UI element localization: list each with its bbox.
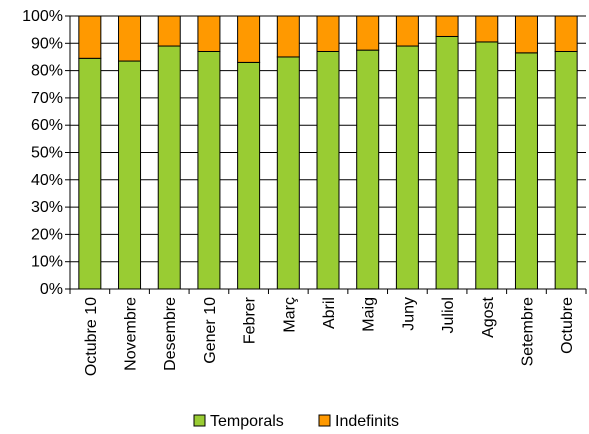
x-tick-label: Febrer bbox=[242, 296, 259, 344]
bar-temporals-6 bbox=[316, 50, 340, 290]
legend-label-indefinits: Indefinits bbox=[335, 413, 399, 430]
x-tick-label: Desembre bbox=[162, 297, 179, 371]
y-tick-label: 90% bbox=[31, 35, 63, 52]
x-tick-label: Novembre bbox=[123, 297, 140, 371]
bar-temporals-11 bbox=[514, 52, 538, 290]
y-tick-label: 50% bbox=[31, 145, 63, 162]
y-tick-label: 30% bbox=[31, 199, 63, 216]
y-tick-label: 10% bbox=[31, 254, 63, 271]
y-tick-labels: 0% 10% 20% 30% 40% 50% 60% 70% 80% 90% 100% bbox=[22, 8, 63, 298]
bar-indefinits-11 bbox=[514, 15, 538, 54]
y-tick-label: 70% bbox=[31, 90, 63, 107]
bar-temporals-9 bbox=[435, 35, 459, 290]
axes bbox=[65, 15, 587, 294]
y-tick-label: 20% bbox=[31, 226, 63, 243]
bar-indefinits-2 bbox=[157, 15, 181, 47]
x-tick-label: Gener 10 bbox=[202, 297, 219, 364]
x-tick-label: Agost bbox=[480, 296, 497, 337]
legend: Temporals Indefinits bbox=[193, 413, 399, 430]
bar-indefinits-4 bbox=[237, 15, 261, 63]
y-tick-label: 0% bbox=[40, 281, 63, 298]
bar-temporals-3 bbox=[197, 50, 221, 290]
bars bbox=[78, 15, 578, 290]
bar-indefinits-12 bbox=[554, 15, 578, 52]
bar-indefinits-10 bbox=[475, 15, 499, 43]
bar-temporals-5 bbox=[276, 56, 300, 290]
x-tick-label: Maig bbox=[361, 297, 378, 332]
bar-indefinits-0 bbox=[78, 15, 102, 59]
bar-temporals-4 bbox=[237, 61, 261, 290]
y-tick-label: 40% bbox=[31, 172, 63, 189]
bar-indefinits-7 bbox=[356, 15, 380, 51]
x-tick-label: Setembre bbox=[519, 297, 536, 366]
bar-indefinits-8 bbox=[395, 15, 419, 47]
legend-swatch-temporals bbox=[193, 414, 206, 427]
bar-indefinits-1 bbox=[118, 15, 142, 62]
bar-indefinits-9 bbox=[435, 15, 459, 37]
bar-temporals-12 bbox=[554, 50, 578, 290]
y-tick-label: 100% bbox=[22, 8, 63, 25]
bar-temporals-1 bbox=[118, 60, 142, 290]
x-tick-label: Abril bbox=[321, 297, 338, 329]
bar-indefinits-6 bbox=[316, 15, 340, 52]
bar-indefinits-3 bbox=[197, 15, 221, 52]
bar-temporals-0 bbox=[78, 57, 102, 290]
bar-temporals-2 bbox=[157, 45, 181, 290]
bar-temporals-7 bbox=[356, 49, 380, 290]
x-tick-label: Octubre 10 bbox=[83, 297, 100, 376]
x-tick-label: Març bbox=[281, 297, 298, 333]
bar-temporals-10 bbox=[475, 41, 499, 290]
x-tick-labels: Octubre 10 Novembre Desembre Gener 10 Febrer… bbox=[83, 296, 576, 376]
y-tick-label: 60% bbox=[31, 117, 63, 134]
bar-temporals-8 bbox=[395, 45, 419, 290]
legend-label-temporals: Temporals bbox=[210, 413, 284, 430]
x-tick-label: Juliol bbox=[440, 297, 457, 333]
x-tick-label: Juny bbox=[400, 297, 417, 331]
bar-indefinits-5 bbox=[276, 15, 300, 58]
x-tick-label: Octubre bbox=[559, 297, 576, 354]
y-tick-label: 80% bbox=[31, 63, 63, 80]
legend-swatch-indefinits bbox=[318, 414, 331, 427]
